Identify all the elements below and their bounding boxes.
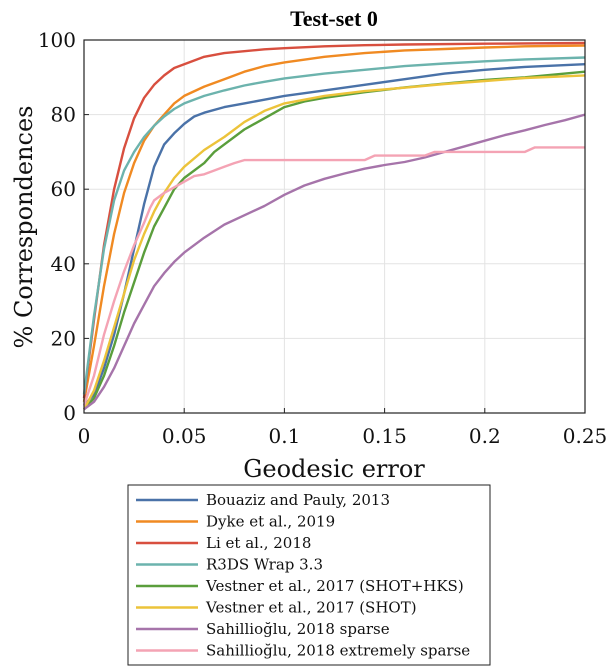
series-line-7 (83, 113, 586, 411)
x-tick-label: 0.15 (362, 424, 407, 448)
y-tick-label: 40 (51, 252, 76, 276)
x-tick-label: 0.2 (469, 424, 501, 448)
legend-label: R3DS Wrap 3.3 (206, 556, 323, 574)
x-tick-label: 0.1 (268, 424, 300, 448)
series-line-6 (82, 74, 586, 410)
series-line-8 (82, 146, 585, 406)
legend-label: Bouaziz and Pauly, 2013 (206, 491, 390, 509)
series-line-2 (82, 44, 586, 403)
y-axis-title: % Correspondences (10, 106, 38, 349)
legend-label: Vestner et al., 2017 (SHOT+HKS) (205, 577, 464, 595)
x-tick-label: 0.05 (162, 424, 207, 448)
plot-series (82, 41, 586, 411)
axis-ticks: 0 0.05 0.1 0.15 0.2 0.25 0 20 40 60 80 100 (38, 28, 606, 448)
chart-title: Test-set 0 (290, 6, 378, 31)
plot-frame (83, 39, 586, 414)
legend-box (127, 484, 491, 666)
series-line-1 (83, 63, 586, 407)
legend-label: Dyke et al., 2019 (206, 513, 335, 531)
legend-label: Li et al., 2018 (206, 534, 311, 552)
y-tick-label: 80 (51, 103, 76, 127)
legend-label: Sahillioğlu, 2018 sparse (206, 620, 390, 638)
y-tick-label: 0 (63, 401, 76, 425)
x-tick-label: 0.25 (563, 424, 606, 448)
x-tick-label: 0 (78, 424, 91, 448)
legend-label: Sahillioğlu, 2018 extremely sparse (206, 642, 470, 660)
legend-label: Vestner et al., 2017 (SHOT) (205, 599, 417, 617)
y-tick-label: 60 (51, 177, 76, 201)
y-tick-label: 100 (38, 28, 76, 52)
series-line-4 (82, 56, 586, 395)
series-line-3 (82, 41, 586, 399)
legend: Bouaziz and Pauly, 2013 Dyke et al., 2019… (127, 484, 491, 666)
x-axis-title: Geodesic error (243, 455, 425, 483)
y-tick-label: 20 (51, 326, 76, 350)
